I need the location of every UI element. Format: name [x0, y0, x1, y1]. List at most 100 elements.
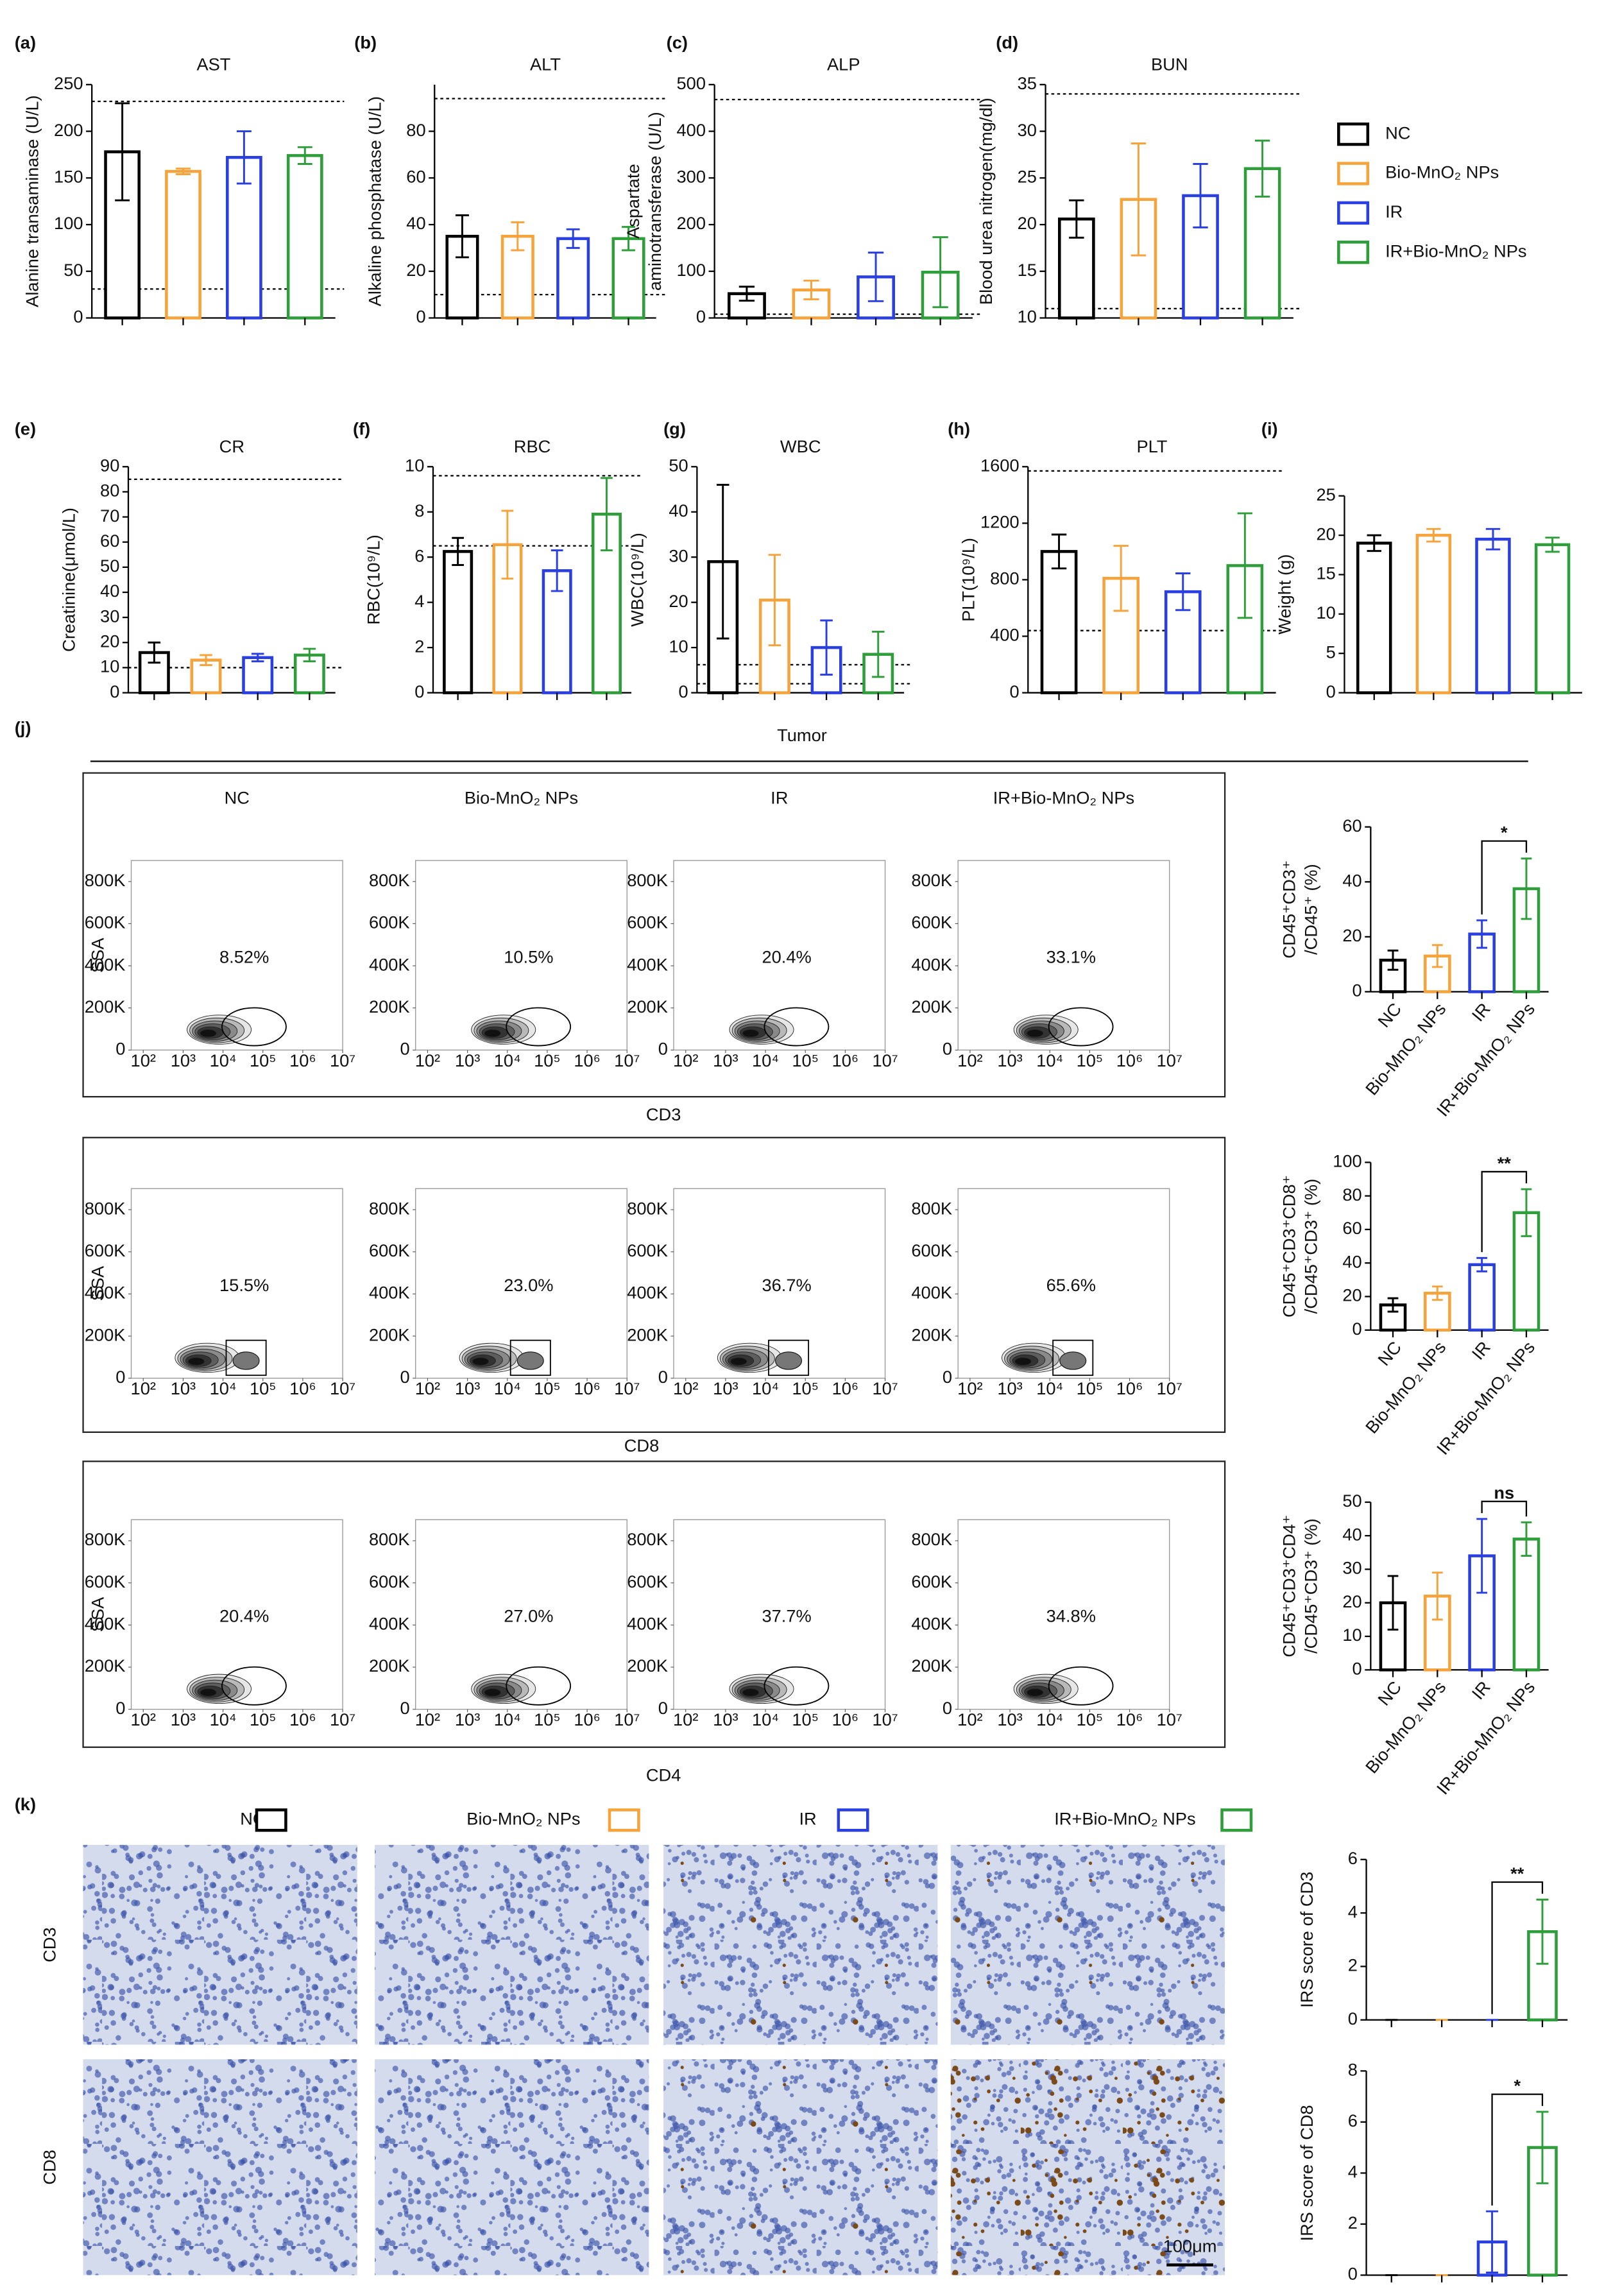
- y-tick-label: 60: [1342, 816, 1361, 835]
- y-tick-label: 600K: [369, 1572, 410, 1591]
- contour: [232, 1351, 260, 1370]
- error-bar: [716, 483, 729, 640]
- error-bar: [176, 167, 191, 175]
- y-tick-label: 15: [1018, 260, 1037, 280]
- section-title: Tumor: [777, 725, 827, 745]
- chart-title: ALP: [827, 54, 860, 74]
- y-tick-label: 1200: [980, 512, 1020, 532]
- y-tick-label: 400K: [911, 954, 952, 974]
- y-tick-label: 60: [1342, 1218, 1361, 1238]
- y-tick-label: 6: [414, 545, 424, 565]
- ihc-image: [950, 2059, 1225, 2275]
- y-tick-label: 10: [1316, 603, 1335, 622]
- y-tick-label: 800K: [85, 1529, 126, 1549]
- panel-label: (g): [663, 419, 686, 439]
- legend-swatch: [1337, 241, 1370, 264]
- x-tick-label: 10⁶: [1116, 1050, 1143, 1070]
- error-bar: [200, 654, 212, 666]
- y-axis-label: Alkaline phosphatase (U/L): [365, 96, 385, 306]
- y-tick-label: 40: [406, 213, 425, 233]
- percentage: 8.52%: [219, 947, 269, 966]
- gate: [221, 1007, 287, 1047]
- y-tick-label: 0: [400, 1039, 409, 1059]
- error-bar: [1237, 512, 1253, 619]
- legend-label: NC: [1385, 123, 1410, 142]
- percentage: 33.1%: [1046, 947, 1096, 966]
- y-tick-label: 0: [400, 1698, 409, 1718]
- y-tick-label: 50: [100, 556, 119, 576]
- x-tick-label: 10⁵: [1077, 1709, 1104, 1729]
- gate: [509, 1339, 551, 1376]
- ihc-image: [375, 2059, 649, 2275]
- error-bar: [1175, 572, 1191, 612]
- gate: [221, 1666, 287, 1706]
- y-axis-label: CD45⁺CD3⁺CD4⁺: [1279, 1515, 1299, 1658]
- y-tick-label: 400K: [85, 954, 126, 974]
- y-tick-label: 600K: [911, 1240, 952, 1260]
- y-tick-label: 6: [1348, 2111, 1358, 2130]
- y-tick-label: 0: [416, 307, 425, 327]
- panel-label: (a): [15, 32, 36, 52]
- error-bar: [1426, 527, 1441, 543]
- marker-label: CD3: [646, 1104, 681, 1124]
- y-axis-label: /CD45⁺CD3⁺ (%): [1301, 1179, 1321, 1314]
- y-tick-label: 200K: [85, 997, 126, 1016]
- y-tick-label: 100: [1333, 1151, 1362, 1171]
- error-bar: [622, 226, 635, 252]
- flow-plot-frame: [957, 1188, 1170, 1379]
- y-tick-label: 20: [1342, 1285, 1361, 1305]
- contour: [1014, 1357, 1032, 1366]
- y-tick-label: 0: [943, 1039, 952, 1059]
- x-tick-label: 10⁶: [832, 1050, 859, 1070]
- y-tick-label: 600K: [85, 1572, 126, 1591]
- scale-label: 100μm: [1163, 2236, 1217, 2256]
- y-tick-label: 60: [100, 531, 119, 551]
- y-tick-label: 4: [1348, 2162, 1358, 2182]
- panel-label: (i): [1261, 419, 1278, 439]
- percentage: 23.0%: [504, 1275, 553, 1295]
- y-tick-label: 600K: [911, 912, 952, 932]
- significance-bracket: [1481, 1170, 1528, 1253]
- contour: [472, 1357, 489, 1366]
- error-bar: [148, 641, 161, 664]
- y-tick-label: 1600: [980, 455, 1020, 475]
- x-tick-label: 10²: [131, 1709, 156, 1729]
- flow-plot-frame: [415, 1188, 627, 1379]
- gate: [225, 1339, 267, 1376]
- panel-label: (k): [15, 1794, 36, 1814]
- x-tick-label: 10⁷: [330, 1709, 355, 1729]
- x-tick-label: 10³: [171, 1709, 196, 1729]
- y-tick-label: 20: [406, 260, 425, 280]
- contour: [187, 1357, 205, 1366]
- y-tick-label: 800K: [85, 1198, 126, 1218]
- column-header: IR: [771, 788, 788, 808]
- x-tick-label: 10⁵: [792, 1378, 819, 1398]
- y-tick-label: 2: [1348, 1955, 1358, 1975]
- ihc-image: [663, 1845, 938, 2045]
- x-tick-label: 10²: [957, 1050, 982, 1070]
- error-bar: [1521, 857, 1532, 920]
- x-tick-label: 10⁶: [574, 1050, 601, 1070]
- error-bar: [932, 236, 948, 309]
- y-tick-label: 800: [990, 569, 1020, 588]
- y-tick-label: 200K: [85, 1324, 126, 1344]
- error-bar: [511, 221, 525, 252]
- y-tick-label: 0: [1348, 2264, 1358, 2284]
- x-tick-label: 10³: [713, 1378, 738, 1398]
- y-tick-label: 0: [115, 1367, 125, 1387]
- error-bar: [1521, 1521, 1532, 1557]
- y-tick-label: 0: [115, 1039, 125, 1059]
- y-axis-label: CD45⁺CD3⁺: [1279, 861, 1299, 959]
- y-axis-label: Aspartate: [623, 164, 643, 239]
- y-tick-label: 400K: [369, 954, 410, 974]
- y-tick-label: 200K: [911, 997, 952, 1016]
- contour: [484, 1029, 501, 1038]
- column-swatch: [837, 1808, 869, 1832]
- error-bar: [1431, 944, 1443, 968]
- panel-label: (b): [354, 32, 377, 52]
- bar: [1415, 533, 1452, 694]
- x-tick-label: 10⁵: [534, 1050, 561, 1070]
- error-bar: [1476, 1518, 1488, 1594]
- y-tick-label: 20: [1316, 524, 1335, 544]
- contour: [200, 1029, 217, 1038]
